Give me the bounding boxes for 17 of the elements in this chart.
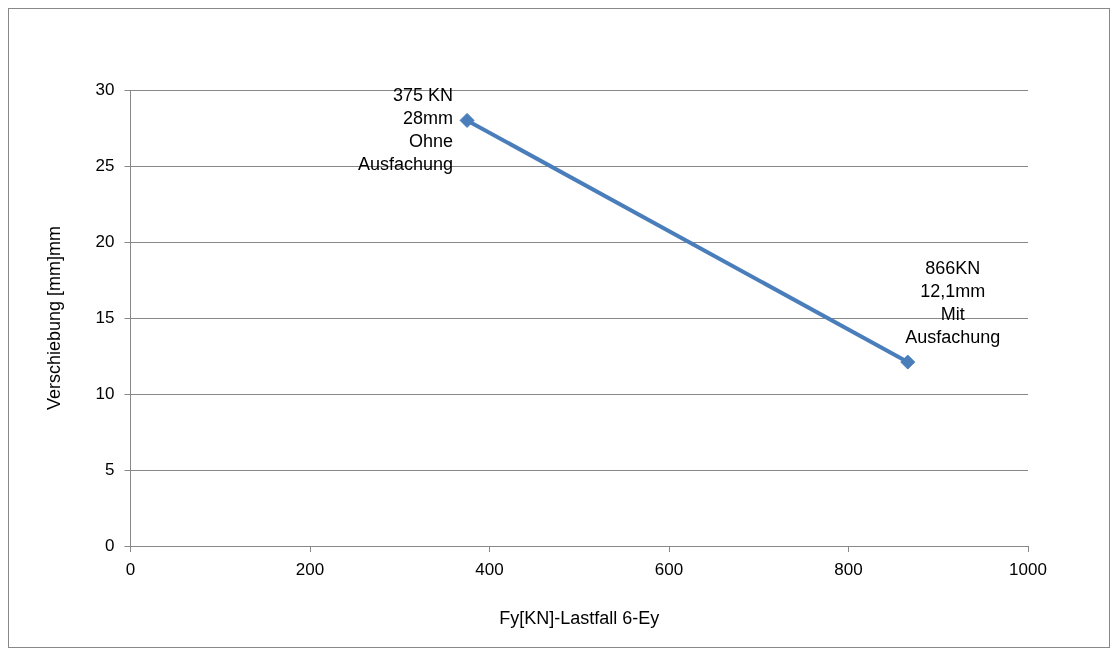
x-tick-label: 200: [295, 559, 325, 579]
annotation: 375 KN 28mm Ohne Ausfachung: [357, 84, 454, 174]
x-tick-label: 0: [125, 559, 136, 579]
y-tick-label: 25: [95, 155, 115, 175]
y-tick-label: 0: [105, 535, 115, 555]
y-tick-label: 10: [95, 383, 115, 403]
x-tick-label: 800: [834, 559, 863, 579]
y-tick-label: 20: [95, 231, 115, 251]
y-tick-label: 5: [105, 459, 115, 479]
x-tick-label: 1000: [1009, 559, 1047, 579]
y-tick-label: 30: [95, 79, 115, 99]
x-tick-label: 400: [475, 559, 504, 579]
x-tick-label: 600: [654, 559, 684, 579]
annotation: 866KN 12,1mm Mit Ausfachung: [905, 258, 1001, 348]
y-tick-label: 15: [95, 307, 115, 327]
y-axis-title: Verschiebung [mm]mm: [43, 225, 64, 411]
x-axis-title: Fy[KN]-Lastfall 6-Ey: [499, 608, 660, 629]
